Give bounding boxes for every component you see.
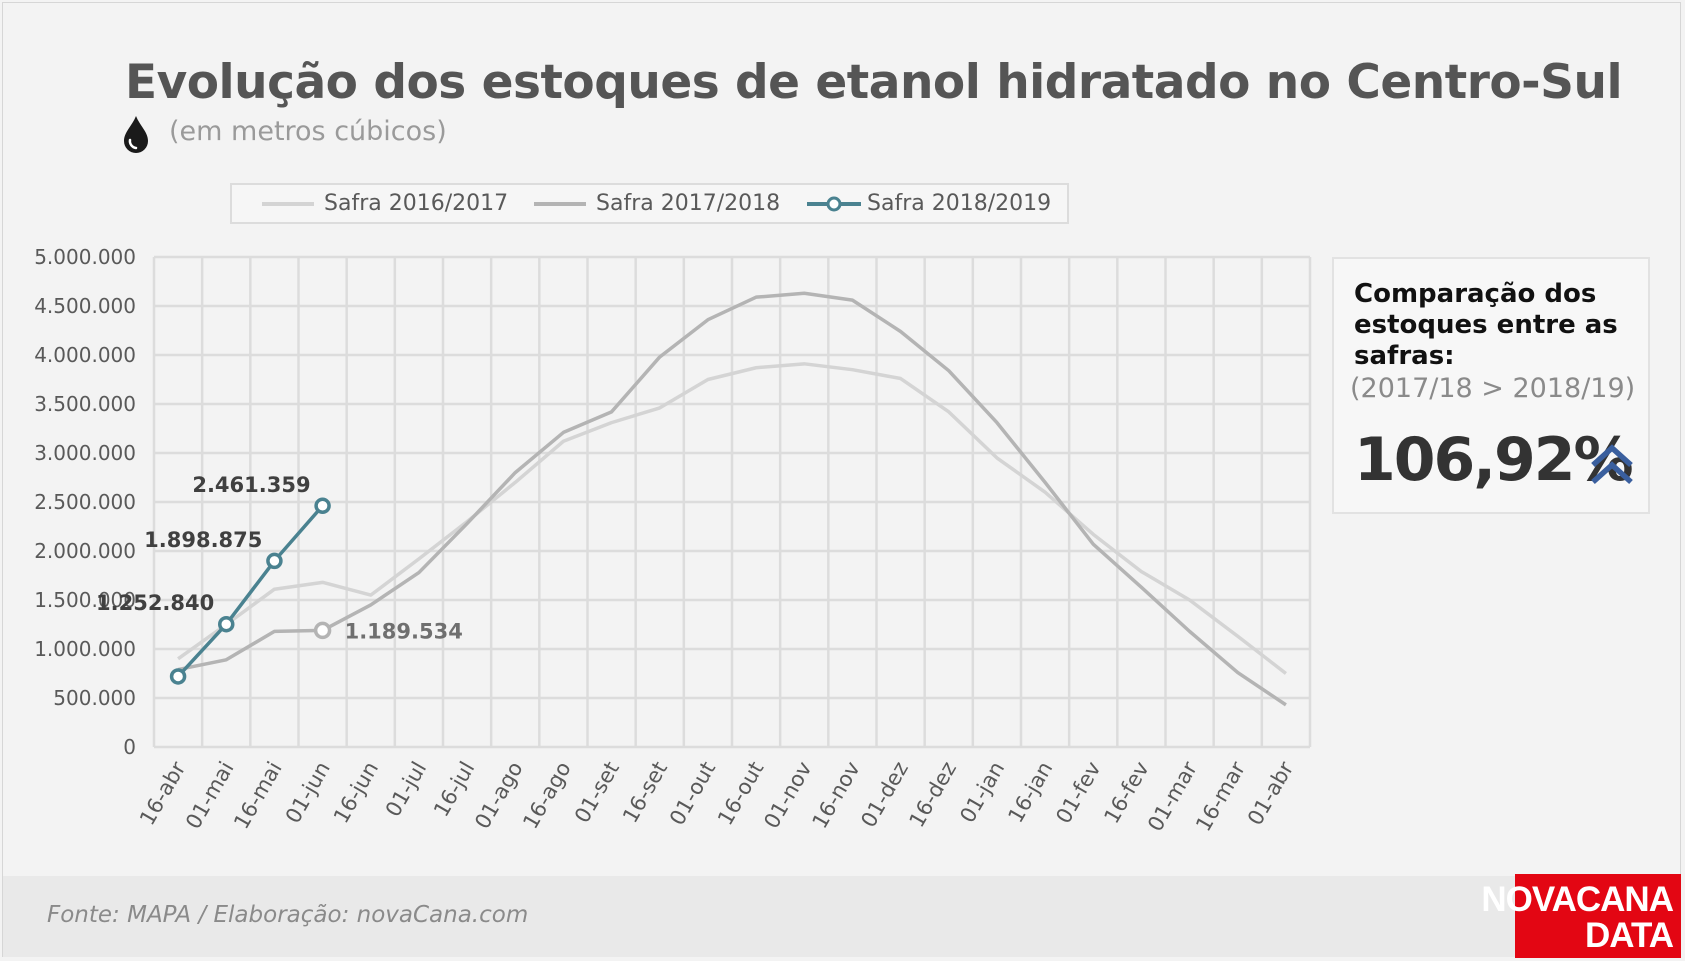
y-tick-label: 0 (123, 735, 136, 759)
legend-line-2016-icon (262, 202, 314, 206)
data-point-2017 (313, 621, 332, 640)
y-tick-label: 500.000 (53, 686, 136, 710)
legend-label-2016: Safra 2016/2017 (324, 191, 509, 216)
data-label: 1.189.534 (345, 619, 463, 643)
logo-line-2: DATA (1584, 916, 1674, 955)
y-tick-label: 5.000.000 (34, 245, 136, 269)
y-tick-label: 2.500.000 (34, 490, 136, 514)
y-tick-label: 4.500.000 (34, 294, 136, 318)
x-tick-label: 16-jun (329, 758, 383, 828)
chart-subtitle: (em metros cúbicos) (169, 116, 447, 147)
chart-title: Evolução dos estoques de etanol hidratad… (125, 55, 1623, 110)
y-tick-label: 3.000.000 (34, 441, 136, 465)
x-tick-label: 16-set (618, 758, 672, 828)
x-tick-label: 16-dez (905, 758, 962, 832)
x-tick-label: 16-fev (1099, 758, 1153, 828)
novacana-logo: NOVACANA DATA (1481, 874, 1681, 958)
x-tick-label: 01-abr (1243, 757, 1299, 829)
x-axis: 16-abr01-mai16-mai01-jun16-jun01-jul16-j… (135, 757, 1298, 835)
double-chevron-up-icon (1591, 444, 1633, 485)
x-tick-label: 16-ago (518, 758, 575, 834)
logo-line-1: NOVACANA (1481, 880, 1674, 919)
series-line-20172018 (177, 291, 1287, 707)
y-tick-label: 1.000.000 (34, 637, 136, 661)
footer-source: Fonte: MAPA / Elaboração: novaCana.com (47, 902, 529, 928)
legend: Safra 2016/2017 Safra 2017/2018 Safra 20… (230, 183, 1069, 224)
comparison-subtitle: (2017/18 > 2018/19) (1350, 373, 1636, 404)
x-tick-label: 01-jun (281, 758, 335, 828)
x-tick-label: 01-jan (955, 758, 1009, 827)
subtitle-row: (em metros cúbicos) (122, 114, 447, 154)
legend-line-2017-icon (534, 202, 586, 206)
comparison-box: Comparação dos estoques entre as safras:… (1332, 257, 1650, 514)
comparison-title: Comparação dos estoques entre as safras: (1354, 279, 1618, 371)
data-point-2018 (169, 668, 187, 685)
x-tick-label: 16-mai (229, 758, 287, 834)
legend-label-2018: Safra 2018/2019 (867, 191, 1052, 216)
chart-grid (152, 255, 1312, 749)
series-line-20162017 (177, 362, 1287, 675)
data-label: 1.898.875 (144, 528, 262, 552)
data-labels: 1.252.840 1.898.875 2.461.359 1.189.534 (96, 473, 463, 644)
legend-line-2018-icon (807, 196, 861, 212)
x-tick-label: 01-out (665, 758, 720, 830)
data-point-2018 (266, 552, 283, 570)
x-tick-label: 16-jul (429, 758, 479, 821)
series-points (169, 497, 332, 685)
y-tick-label: 2.000.000 (34, 539, 136, 563)
comparison-value: 106,92% (1354, 425, 1634, 495)
data-label: 1.252.840 (96, 591, 214, 615)
x-tick-label: 16-jan (1003, 758, 1057, 827)
x-tick-label: 01-jul (381, 758, 431, 821)
series-lines (176, 291, 1287, 707)
drop-icon (124, 116, 148, 153)
y-tick-label: 1.500.000 (34, 588, 136, 612)
footer: Fonte: MAPA / Elaboração: novaCana.com (3, 876, 1681, 957)
x-tick-label: 01-fev (1051, 758, 1105, 828)
data-point-2018 (218, 615, 235, 633)
y-tick-label: 3.500.000 (34, 392, 136, 416)
y-tick-label: 4.000.000 (34, 343, 136, 367)
data-label: 2.461.359 (192, 473, 310, 497)
data-point-2018 (314, 497, 331, 515)
x-tick-label: 01-set (570, 758, 624, 828)
legend-label-2017: Safra 2017/2018 (596, 191, 781, 216)
series-line-20182019 (176, 504, 324, 678)
x-tick-label: 16-nov (808, 758, 865, 833)
y-axis: 0 500.000 1.000.000 1.500.000 2.000.000 2.500… (34, 245, 136, 759)
